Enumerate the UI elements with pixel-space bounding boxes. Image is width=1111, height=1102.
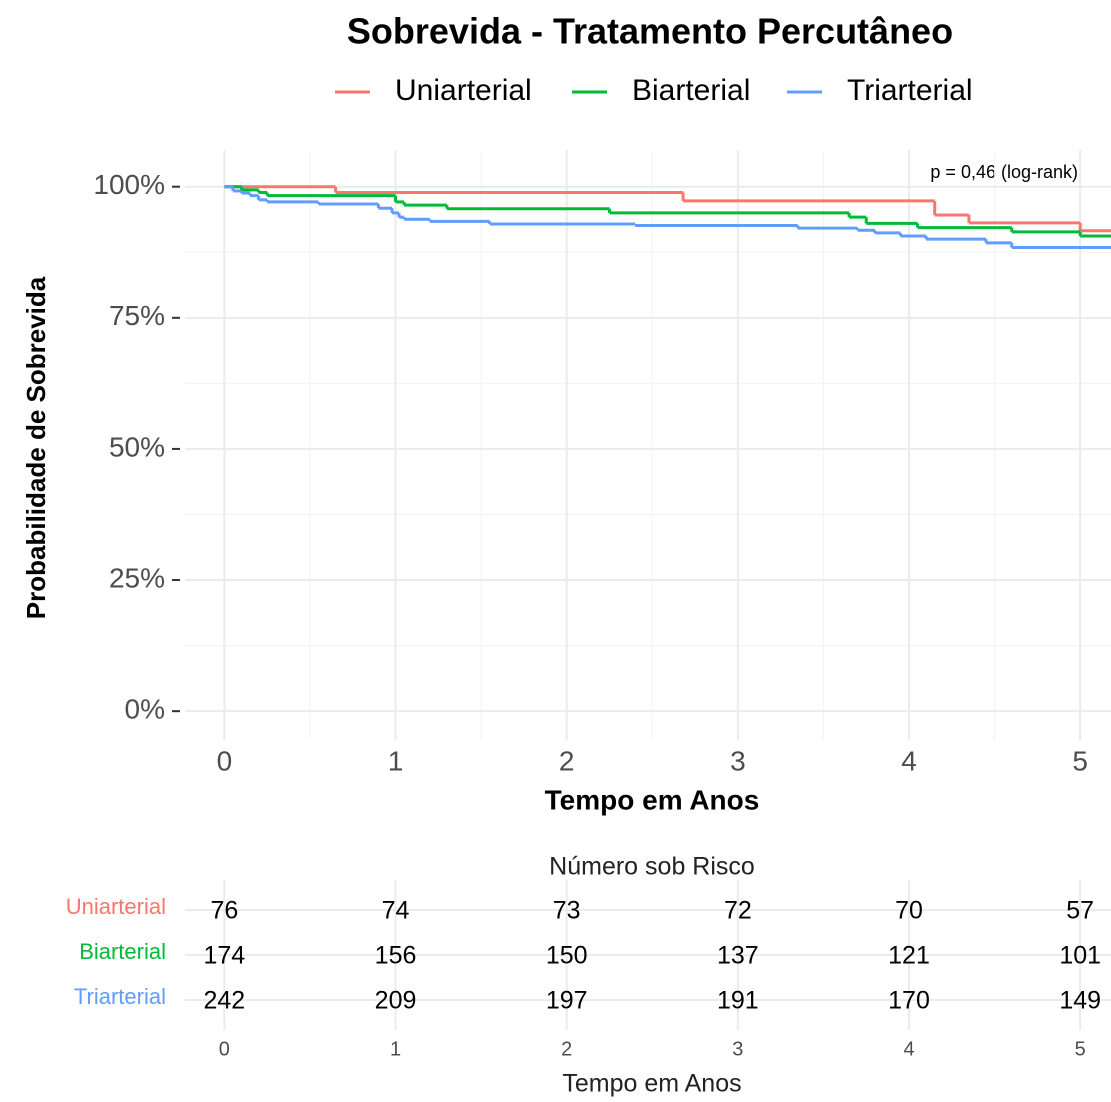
x-axis-title: Tempo em Anos: [545, 784, 760, 815]
legend-label: Biarterial: [632, 74, 750, 107]
table-row-label: Triarterial: [74, 984, 166, 1009]
chart-title: Sobrevida - Tratamento Percutâneo: [347, 11, 953, 52]
table-cell: 57: [1066, 897, 1094, 925]
y-tick-label: 25%: [109, 562, 165, 593]
table-x-tick-label: 3: [732, 1038, 743, 1060]
series: [224, 185, 1111, 233]
series: [224, 185, 1111, 250]
table-cell: 137: [717, 942, 759, 970]
annotation: p = 0,46 (log-rank): [930, 162, 1078, 182]
table-x-tick-label: 4: [903, 1038, 914, 1060]
table-cell: 73: [553, 897, 581, 925]
table-row-label: Biarterial: [79, 939, 166, 964]
x-tick-label: 5: [1072, 745, 1088, 776]
table-cell: 150: [546, 942, 588, 970]
table-cell: 242: [204, 987, 246, 1015]
table-cell: 101: [1059, 942, 1101, 970]
series: [224, 185, 1111, 238]
table-cell: 72: [724, 897, 752, 925]
risk-table-title: Número sob Risco: [549, 853, 755, 881]
table-x-tick-label: 0: [219, 1038, 230, 1060]
x-tick-label: 2: [559, 745, 575, 776]
table-cell: 70: [895, 897, 923, 925]
table-cell: 76: [210, 897, 238, 925]
table-cell: 197: [546, 987, 588, 1015]
y-tick-label: 0%: [125, 694, 165, 725]
x-tick-label: 4: [901, 745, 917, 776]
table-x-tick-label: 5: [1075, 1038, 1086, 1060]
y-tick-label: 50%: [109, 431, 165, 462]
table-cell: 191: [717, 987, 759, 1015]
table-x-tick-label: 1: [390, 1038, 401, 1060]
table-cell: 74: [382, 897, 410, 925]
y-tick-label: 75%: [109, 300, 165, 331]
x-tick-label: 3: [730, 745, 746, 776]
legend-label: Triarterial: [847, 74, 973, 107]
legend-label: Uniarterial: [395, 74, 532, 107]
y-axis-title: Probabilidade de Sobrevida: [21, 276, 51, 619]
table-cell: 149: [1059, 987, 1101, 1015]
table-x-tick-label: 2: [561, 1038, 572, 1060]
table-row-label: Uniarterial: [66, 894, 166, 919]
risk-table-x-title: Tempo em Anos: [562, 1070, 741, 1098]
table-cell: 121: [888, 942, 930, 970]
table-cell: 209: [375, 987, 417, 1015]
table-cell: 156: [375, 942, 417, 970]
x-tick-label: 0: [217, 745, 233, 776]
table-cell: 174: [204, 942, 246, 970]
x-tick-label: 1: [388, 745, 404, 776]
y-tick-label: 100%: [93, 169, 165, 200]
table-cell: 170: [888, 987, 930, 1015]
